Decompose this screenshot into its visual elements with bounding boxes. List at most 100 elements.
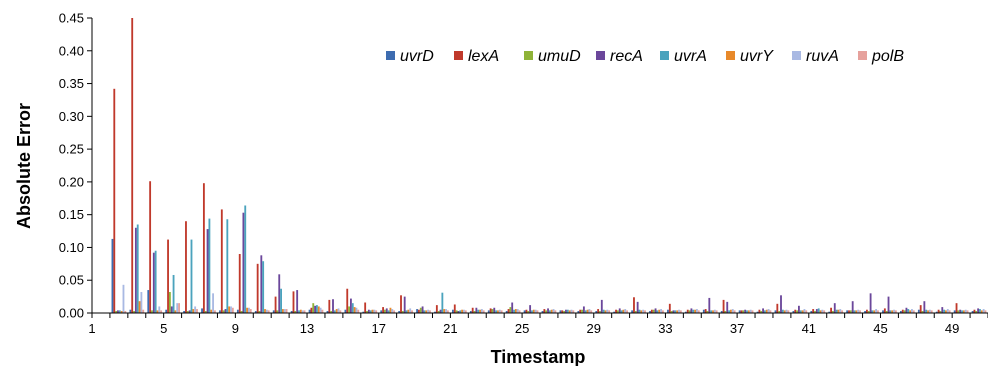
bar-ruvA-t15 [355,307,358,313]
bar-uvrY-t23 [497,310,499,313]
bar-polB-t34 [697,310,700,313]
x-tick-label: 5 [160,321,167,336]
bar-polB-t4 [160,310,163,313]
bar-uvrD-t2 [111,238,114,313]
legend: uvrD lexA umuD recA uvrA uvrY ruvA polB [386,48,904,65]
bar-uvrA-t39 [781,309,784,313]
bar-polB-t7 [213,310,216,313]
bar-polB-t5 [178,303,180,313]
bar-recA-t37 [744,309,747,313]
bar-recA-t35 [708,297,711,313]
bar-lexA-t23 [489,308,492,313]
bar-lexA-t14 [328,299,331,313]
bar-uvrA-t25 [531,310,533,313]
bar-umuD-t27 [563,311,566,313]
bar-uvrY-t5 [174,310,177,313]
bar-ruvA-t32 [660,309,662,313]
bar-polB-t17 [393,310,396,313]
bar-uvrD-t9 [236,309,239,313]
bar-uvrD-t50 [971,311,974,313]
bar-ruvA-t19 [427,309,430,313]
bar-polB-t24 [518,310,521,313]
bar-uvrY-t42 [837,309,840,313]
bar-uvrD-t34 [684,311,687,313]
bar-recA-t33 [672,310,675,313]
bar-uvrA-t43 [853,310,856,313]
bar-ruvA-t13 [319,307,322,313]
bar-umuD-t2 [115,311,118,313]
bar-ruvA-t20 [445,309,447,313]
bar-lexA-t37 [740,310,743,313]
bar-umuD-t10 [258,311,261,313]
bar-recA-t25 [529,305,532,313]
legend-label-uvrA: uvrA [674,48,707,65]
legend-label-uvrY: uvrY [740,48,774,65]
bar-ruvA-t44 [875,309,878,313]
bar-umuD-t50 [975,311,978,313]
bar-uvrY-t29 [604,310,607,313]
bar-recA-t7 [206,229,209,313]
bar-umuD-t40 [796,310,799,313]
bar-polB-t50 [984,310,987,313]
legend-swatch-recA [596,51,605,60]
bar-umuD-t23 [491,309,494,313]
bar-polB-t33 [679,310,682,313]
x-tick-label: 9 [232,321,239,336]
bar-lexA-t48 [937,309,940,313]
bar-umuD-t7 [204,311,207,313]
bar-lexA-t36 [722,299,725,313]
bar-uvrY-t38 [765,309,768,313]
bar-recA-t28 [582,306,585,313]
bar-recA-t5 [170,306,173,313]
bar-uvrD-t25 [523,310,526,313]
bar-polB-t48 [948,310,951,313]
legend-swatch-lexA [454,51,463,60]
bar-recA-t12 [296,290,299,313]
bar-umuD-t31 [634,311,637,313]
bar-ruvA-t48 [946,309,949,313]
bar-uvrD-t11 [272,310,275,313]
bar-uvrA-t38 [764,310,766,313]
bar-ruvA-t42 [839,309,842,313]
bar-uvrD-t42 [828,311,831,313]
bar-uvrA-t7 [208,218,211,313]
bar-uvrD-t36 [720,311,723,313]
bar-umuD-t3 [133,311,135,313]
bar-umuD-t21 [455,310,458,313]
y-tick-label: 0.45 [59,11,84,26]
bar-uvrA-t27 [566,309,569,313]
bar-uvrY-t6 [192,309,195,313]
bar-recA-t21 [457,311,460,313]
bar-recA-t4 [152,252,155,313]
bar-uvrD-t29 [595,311,598,313]
bar-uvrA-t10 [262,261,265,313]
bar-lexA-t10 [256,263,259,313]
bar-lexA-t11 [274,296,277,313]
bar-uvrD-t43 [846,310,849,313]
bar-uvrA-t23 [495,310,498,313]
bar-polB-t14 [339,310,342,313]
bar-lexA-t13 [310,307,313,313]
bar-polB-t9 [249,309,252,313]
bar-polB-t39 [787,310,790,313]
bar-ruvA-t17 [391,309,394,313]
bar-uvrY-t10 [264,309,266,313]
bar-lexA-t49 [955,303,958,313]
bar-polB-t49 [966,310,969,313]
bar-polB-t2 [124,311,127,313]
bar-umuD-t20 [437,311,440,313]
bar-umuD-t38 [760,311,763,313]
y-axis-title: Absolute Error [14,103,34,229]
bar-uvrD-t17 [380,310,383,313]
bar-lexA-t46 [901,309,904,313]
bar-umuD-t43 [849,310,852,313]
bar-ruvA-t3 [140,292,143,313]
bar-uvrA-t42 [835,309,838,313]
bar-ruvA-t40 [803,309,806,313]
bar-lexA-t28 [579,309,582,313]
bar-uvrY-t35 [712,310,714,313]
bar-umuD-t15 [348,306,351,313]
bar-recA-t13 [314,305,316,313]
